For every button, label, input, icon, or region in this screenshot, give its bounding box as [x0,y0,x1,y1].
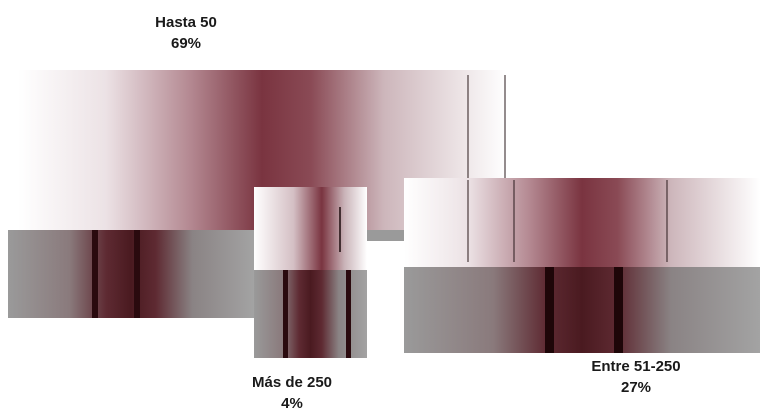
label-entre-51-250: Entre 51-250 27% [591,356,680,398]
label-entre-51-250-name: Entre 51-250 [591,358,681,375]
slice-mas-de-250 [254,187,367,358]
label-hasta-50: Hasta 50 69% [155,12,217,54]
label-mas-de-250: Más de 250 4% [252,372,332,414]
slice-entre-51-250 [404,178,760,353]
label-hasta-50-value: 69% [170,35,202,52]
slice-mas-de-250-top [254,187,367,270]
slice-hasta-50-side [8,230,254,318]
label-hasta-50-name: Hasta 50 [155,14,217,31]
label-entre-51-250-value: 27% [620,379,652,396]
label-mas-de-250-value: 4% [281,395,303,412]
slice-entre-51-250-side [404,267,760,353]
slice-entre-51-250-top [404,178,760,267]
label-mas-de-250-name: Más de 250 [251,374,333,391]
